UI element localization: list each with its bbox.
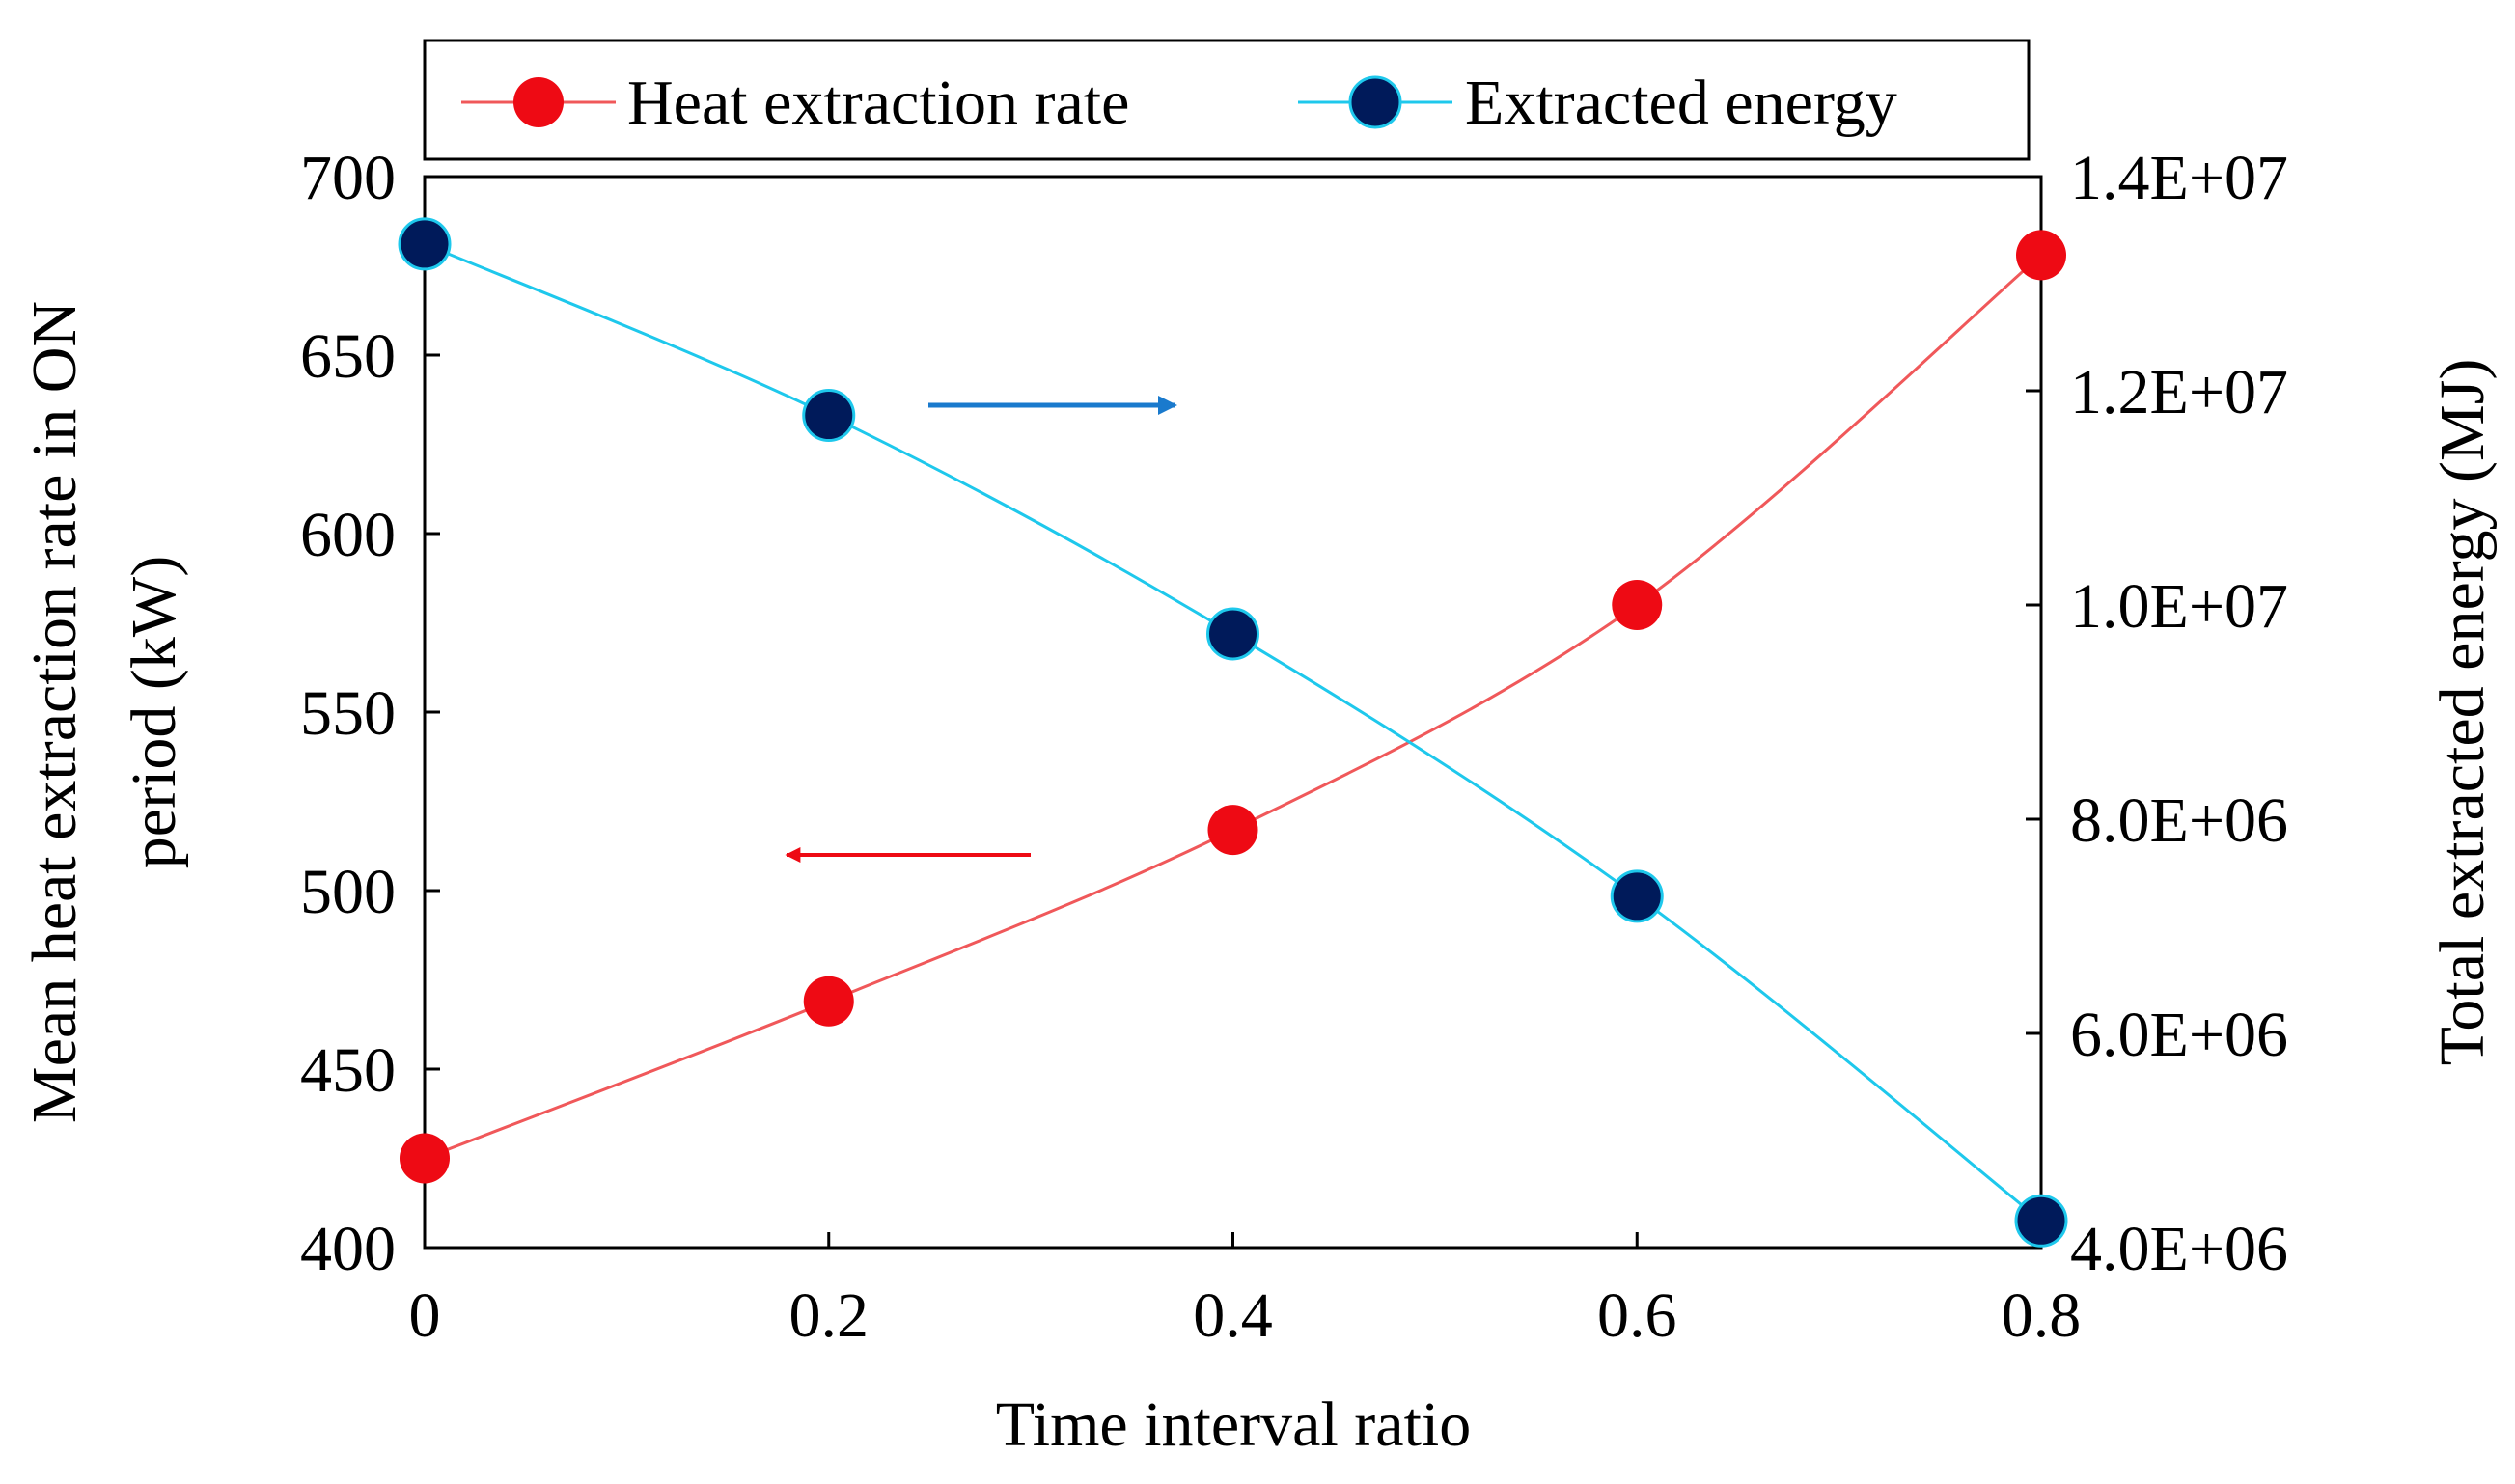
x-tick-label: 0.6 (1597, 1280, 1677, 1351)
left-y-axis-label-line2: period (kW) (119, 556, 189, 868)
x-tick-label: 0.8 (2002, 1280, 2082, 1351)
data-point-extracted-energy (2014, 1194, 2068, 1248)
right-y-axis-label: Total extracted energy (MJ) (2427, 359, 2498, 1066)
right-y-tick-label: 6.0E+06 (2070, 1000, 2288, 1070)
data-point-extracted-energy (398, 217, 452, 271)
x-axis-label: Time interval ratio (996, 1389, 1472, 1460)
left-y-axis-label: Mean heat extraction rate in ON period (… (19, 301, 189, 1123)
left-y-tick-label: 650 (300, 321, 396, 392)
left-y-axis-ticks: 400 450 500 550 600 650 700 (300, 143, 440, 1284)
left-y-tick-label: 700 (300, 143, 396, 213)
legend-marker-heat-extraction-rate (513, 77, 564, 127)
legend: Heat extraction rate Extracted energy (423, 39, 2031, 161)
x-tick-label: 0.4 (1193, 1280, 1273, 1351)
x-axis-ticks: 0 0.2 0.4 0.6 0.8 (409, 1232, 2082, 1351)
right-y-tick-label: 4.0E+06 (2070, 1214, 2288, 1284)
data-point-heat-extraction-rate (1612, 580, 1663, 630)
data-point-heat-extraction-rate (1207, 805, 1258, 856)
data-point-extracted-energy (1610, 869, 1664, 923)
legend-label-heat-extraction-rate: Heat extraction rate (627, 68, 1129, 138)
data-point-extracted-energy (802, 389, 856, 443)
data-point-extracted-energy (1206, 607, 1259, 661)
left-y-tick-label: 450 (300, 1035, 396, 1106)
right-y-axis-ticks: 4.0E+06 6.0E+06 8.0E+06 1.0E+07 1.2E+07 1.4E+… (2026, 143, 2288, 1284)
series-line-extracted-energy (424, 242, 2042, 1223)
data-point-heat-extraction-rate (2016, 230, 2066, 281)
series-layer (398, 217, 2068, 1248)
plot-area (423, 175, 2043, 1250)
left-y-tick-label: 500 (300, 857, 396, 927)
left-y-tick-label: 550 (300, 678, 396, 749)
legend-box (423, 39, 2031, 161)
right-y-tick-label: 1.4E+07 (2070, 143, 2288, 213)
right-y-tick-label: 1.0E+07 (2070, 571, 2288, 642)
left-y-axis-label-line1: Mean heat extraction rate in ON (19, 301, 90, 1123)
x-tick-label: 0 (409, 1280, 441, 1351)
right-y-tick-label: 8.0E+06 (2070, 785, 2288, 856)
data-point-heat-extraction-rate (803, 976, 854, 1027)
right-y-tick-label: 1.2E+07 (2070, 357, 2288, 427)
left-y-tick-label: 400 (300, 1214, 396, 1284)
legend-label-extracted-energy: Extracted energy (1465, 68, 1897, 138)
x-tick-label: 0.2 (789, 1280, 870, 1351)
legend-marker-extracted-energy (1348, 75, 1402, 129)
left-y-tick-label: 600 (300, 500, 396, 570)
data-point-heat-extraction-rate (400, 1133, 450, 1184)
